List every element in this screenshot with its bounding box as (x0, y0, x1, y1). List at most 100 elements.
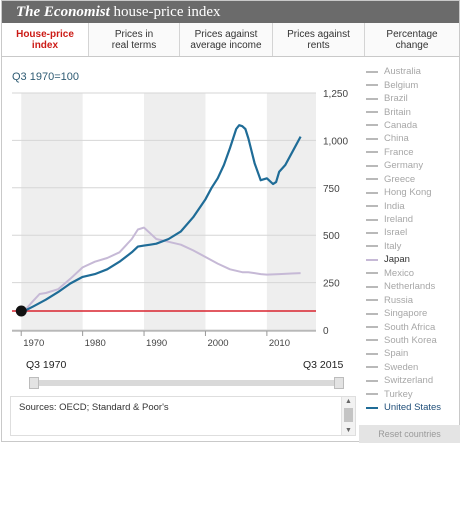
legend-label: Sweden (384, 361, 419, 373)
legend-item-sweden[interactable]: Sweden (366, 361, 460, 374)
header-brand: The Economist (16, 4, 110, 20)
legend-swatch (366, 258, 378, 261)
country-legend: Australia Belgium Brazil Britain Canada China… (366, 65, 460, 414)
slider-end-handle[interactable] (334, 377, 344, 389)
sources-scrollbar[interactable]: ▲ ▼ (341, 397, 355, 435)
legend-item-netherlands[interactable]: Netherlands (366, 280, 460, 293)
legend-label: Italy (384, 240, 402, 252)
legend-item-russia[interactable]: Russia (366, 293, 460, 306)
sources-box: Sources: OECD; Standard & Poor's ▲ ▼ (10, 396, 356, 436)
house-price-widget: The Economist house-price index House-pr… (1, 0, 460, 443)
y-tick-label: 250 (323, 279, 340, 290)
series-line-united-states (23, 124, 302, 312)
legend-label: Brazil (384, 93, 408, 105)
x-tick-label: 1970 (23, 338, 44, 349)
legend-item-ireland[interactable]: Ireland (366, 213, 460, 226)
slider-start-handle[interactable] (29, 377, 39, 389)
legend-swatch (366, 326, 378, 329)
tab-prices-against-rents[interactable]: Prices against rents (272, 23, 364, 56)
range-start-label: Q3 1970 (26, 359, 67, 371)
legend-label: France (384, 146, 414, 158)
legend-swatch (366, 97, 378, 100)
legend-swatch (366, 393, 378, 396)
legend-item-hong-kong[interactable]: Hong Kong (366, 186, 460, 199)
legend-item-brazil[interactable]: Brazil (366, 92, 460, 105)
legend-item-united-states[interactable]: United States (366, 401, 460, 414)
legend-label: Hong Kong (384, 187, 432, 199)
legend-swatch (366, 285, 378, 288)
scroll-down-icon[interactable]: ▼ (345, 427, 352, 434)
legend-item-israel[interactable]: Israel (366, 226, 460, 239)
legend-swatch (366, 111, 378, 114)
widget-header: The Economist house-price index (2, 1, 459, 23)
date-range-slider[interactable] (29, 377, 344, 389)
start-point-marker (15, 305, 27, 317)
decade-band (21, 93, 83, 330)
legend-label: Greece (384, 173, 416, 185)
legend-label: India (384, 200, 405, 212)
legend-item-singapore[interactable]: Singapore (366, 307, 460, 320)
legend-item-australia[interactable]: Australia (366, 65, 460, 78)
legend-item-india[interactable]: India (366, 199, 460, 212)
tab-prices-in-real-terms[interactable]: Prices in real terms (88, 23, 179, 56)
legend-item-spain[interactable]: Spain (366, 347, 460, 360)
reset-countries-button[interactable]: Reset countries (359, 425, 460, 443)
y-tick-label: 0 (323, 326, 329, 337)
legend-item-turkey[interactable]: Turkey (366, 388, 460, 401)
legend-item-belgium[interactable]: Belgium (366, 78, 460, 91)
legend-item-switzerland[interactable]: Switzerland (366, 374, 460, 387)
legend-swatch (366, 299, 378, 302)
tab-percentage-change[interactable]: Percentage change (364, 23, 459, 56)
legend-swatch (366, 178, 378, 181)
legend-item-france[interactable]: France (366, 146, 460, 159)
legend-label: Netherlands (384, 281, 436, 293)
legend-label: South Africa (384, 321, 436, 333)
legend-label: Australia (384, 66, 421, 78)
x-tick-label: 2010 (269, 338, 290, 349)
scroll-up-icon[interactable]: ▲ (345, 398, 352, 405)
legend-item-mexico[interactable]: Mexico (366, 267, 460, 280)
tab-bar: House-price index Prices in real terms P… (2, 23, 459, 57)
legend-swatch (366, 205, 378, 208)
legend-label: United States (384, 402, 442, 414)
slider-track (29, 380, 344, 386)
range-end-label: Q3 2015 (303, 359, 344, 371)
legend-label: Canada (384, 119, 418, 131)
legend-swatch (366, 352, 378, 355)
legend-swatch (366, 137, 378, 140)
tab-house-price-index[interactable]: House-price index (2, 23, 88, 56)
decade-band (144, 93, 206, 330)
legend-label: Germany (384, 160, 424, 172)
legend-label: Turkey (384, 388, 413, 400)
legend-label: Ireland (384, 214, 414, 226)
series-line-japan (23, 226, 301, 312)
line-chart: 1,250 1,000 750 500 250 0 1970 1980 1990 2000 2010 (12, 89, 348, 349)
legend-label: Switzerland (384, 375, 434, 387)
legend-item-japan[interactable]: Japan (366, 253, 460, 266)
y-tick-label: 750 (323, 184, 340, 195)
x-tick-label: 1980 (85, 338, 106, 349)
legend-swatch (366, 70, 378, 73)
legend-item-britain[interactable]: Britain (366, 105, 460, 118)
legend-label: South Korea (384, 334, 437, 346)
legend-swatch (366, 191, 378, 194)
legend-swatch (366, 379, 378, 382)
legend-swatch (366, 151, 378, 154)
legend-item-south-africa[interactable]: South Africa (366, 320, 460, 333)
legend-label: Britain (384, 106, 411, 118)
legend-item-china[interactable]: China (366, 132, 460, 145)
legend-item-south-korea[interactable]: South Korea (366, 334, 460, 347)
y-axis-base-label: Q3 1970=100 (12, 71, 79, 83)
header-title: house-price index (113, 4, 221, 20)
scroll-thumb[interactable] (344, 408, 353, 422)
legend-item-italy[interactable]: Italy (366, 240, 460, 253)
legend-item-greece[interactable]: Greece (366, 173, 460, 186)
legend-item-germany[interactable]: Germany (366, 159, 460, 172)
decade-band (266, 93, 316, 330)
legend-item-canada[interactable]: Canada (366, 119, 460, 132)
y-tick-label: 1,250 (323, 89, 348, 100)
legend-swatch (366, 406, 378, 409)
legend-swatch (366, 366, 378, 369)
tab-prices-against-income[interactable]: Prices against average income (179, 23, 272, 56)
y-tick-label: 1,000 (323, 136, 348, 147)
